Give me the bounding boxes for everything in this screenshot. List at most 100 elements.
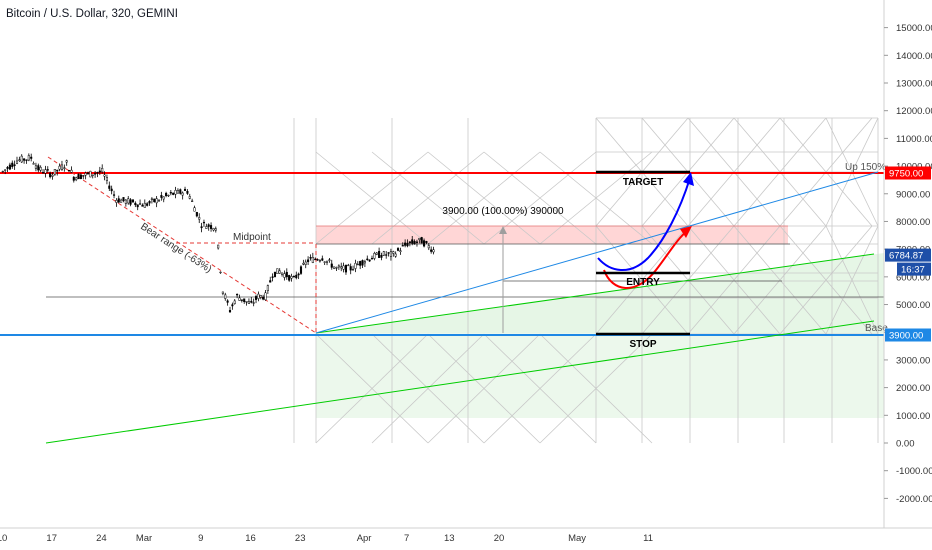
candle (139, 199, 142, 205)
candle (13, 160, 16, 170)
candle (174, 186, 177, 199)
up-150-label: Up 150% (845, 162, 886, 173)
date-tick-label: 24 (96, 533, 107, 544)
price-tick-label: 13000.00 (896, 79, 932, 90)
candle (299, 265, 303, 275)
candle (1, 170, 4, 173)
candle (404, 239, 407, 248)
upper-green-trendline (315, 253, 875, 334)
candle (124, 198, 127, 207)
bear-range-dashed-line (47, 156, 317, 334)
candle (321, 255, 324, 262)
candle (110, 185, 113, 195)
candle (79, 173, 82, 180)
candle (226, 299, 229, 306)
candle (231, 302, 234, 310)
candle (217, 244, 220, 250)
candle (179, 188, 182, 195)
candle (146, 202, 149, 207)
target-price-badge: 9750.00 (885, 166, 931, 180)
candle (70, 166, 73, 173)
date-tick-label: May (568, 533, 586, 544)
candle (323, 261, 326, 266)
date-axis[interactable]: 10 17 24 Mar 9 16 23 Apr 7 13 20 May 11 (0, 527, 932, 544)
candle (382, 250, 385, 257)
price-axis[interactable]: 15000.00 14000.00 13000.00 12000.00 11000.00… (883, 0, 932, 528)
candle (359, 260, 362, 270)
candle (247, 298, 250, 305)
candle (295, 271, 298, 280)
candle (186, 189, 189, 195)
candle (333, 266, 336, 270)
candle (115, 198, 118, 207)
date-tick-label: 7 (404, 533, 409, 544)
candle (413, 239, 416, 245)
svg-text:3900.00: 3900.00 (889, 331, 923, 342)
candle (342, 262, 345, 273)
candle (290, 273, 293, 282)
candle (240, 299, 243, 303)
candle (181, 191, 184, 200)
candle (200, 222, 203, 233)
measure-label: 3900.00 (100.00%) 390000 (442, 206, 564, 217)
candle (136, 204, 139, 211)
candle (401, 242, 404, 247)
candle (425, 240, 428, 245)
candle (41, 169, 45, 174)
candle (56, 169, 59, 176)
blue-arrow-head (683, 172, 694, 186)
candle (6, 166, 9, 173)
zones-layer (316, 226, 884, 418)
price-tick-label: 2000.00 (896, 383, 930, 394)
lower-green-trendline (45, 320, 875, 444)
candle (368, 259, 371, 262)
candle (330, 259, 333, 270)
candle (193, 205, 196, 212)
candle (257, 291, 260, 302)
date-tick-label: 13 (444, 533, 455, 544)
candle (307, 256, 310, 266)
candle (297, 272, 300, 280)
last-price-badge: 6784.87 (885, 248, 931, 262)
candle (89, 170, 92, 178)
blue-trendline (315, 171, 879, 334)
candle (356, 261, 359, 266)
candle (344, 264, 348, 275)
candle (58, 163, 61, 172)
gann-diagonal (427, 333, 541, 444)
candle (418, 237, 421, 244)
price-tick-label: 15000.00 (896, 23, 932, 34)
candle (94, 171, 97, 178)
candle (127, 196, 130, 205)
gann-diagonal (371, 333, 485, 444)
candle (415, 239, 419, 247)
svg-text:16:37: 16:37 (901, 265, 925, 276)
level-bars (596, 170, 690, 336)
candle (366, 255, 369, 261)
candle (195, 211, 198, 218)
candle (276, 268, 279, 274)
candle (27, 153, 30, 162)
midpoint-label: Midpoint (233, 232, 271, 243)
candle (318, 259, 321, 263)
candle (134, 201, 137, 208)
candle (378, 247, 381, 258)
stop-label: STOP (629, 339, 656, 350)
candle (141, 203, 144, 207)
candle (354, 259, 357, 273)
candle (202, 219, 206, 227)
blue-projection-arrow (597, 177, 691, 272)
date-tick-label: 11 (643, 533, 653, 544)
candle (392, 250, 395, 257)
candle (375, 251, 378, 256)
date-tick-label: 17 (46, 533, 57, 544)
candle (285, 268, 288, 280)
candle (238, 294, 241, 301)
candle (399, 247, 402, 255)
price-tick-label: 14000.00 (896, 51, 932, 62)
candle (51, 172, 54, 180)
candle (212, 227, 215, 232)
date-tick-label: 16 (245, 533, 256, 544)
candle (65, 159, 68, 166)
